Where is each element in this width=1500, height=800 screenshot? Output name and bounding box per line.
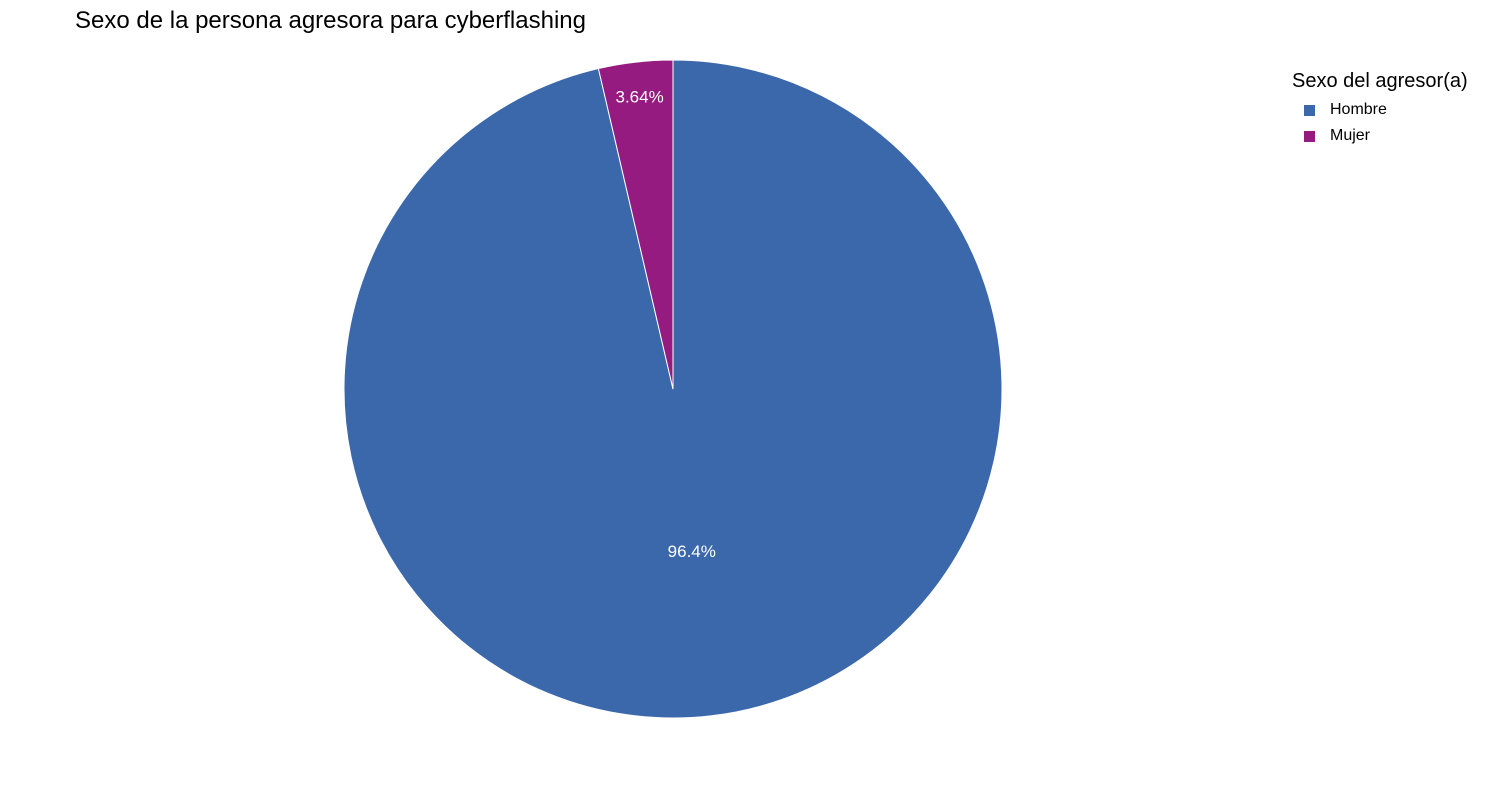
- slice-labels: 96.4% 3.64%: [615, 88, 715, 561]
- legend: Sexo del agresor(a) Hombre Mujer: [1292, 70, 1468, 149]
- legend-swatch-mujer: [1304, 130, 1315, 142]
- legend-label-mujer: Mujer: [1330, 127, 1371, 144]
- pie-slice-mujer[interactable]: [597, 59, 674, 390]
- slice-label-mujer: 3.64%: [615, 88, 663, 107]
- pie-slices: [343, 59, 1003, 719]
- legend-item-mujer[interactable]: Mujer: [1292, 123, 1468, 149]
- legend-item-hombre[interactable]: Hombre: [1292, 97, 1468, 123]
- legend-swatch-hombre: [1304, 104, 1315, 116]
- chart-title: Sexo de la persona agresora para cyberfl…: [75, 7, 586, 34]
- legend-title: Sexo del agresor(a): [1292, 70, 1468, 92]
- legend-label-hombre: Hombre: [1330, 101, 1387, 118]
- slice-label-hombre: 96.4%: [668, 542, 716, 561]
